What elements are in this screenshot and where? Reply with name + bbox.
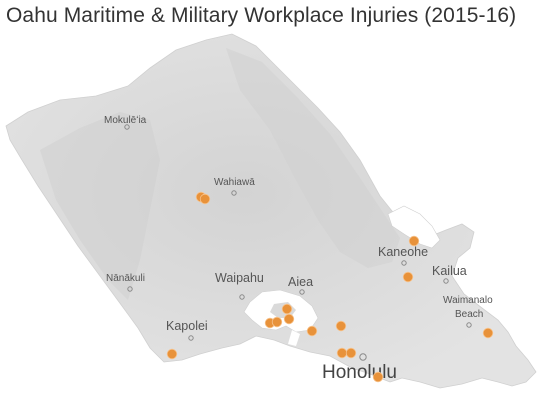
incident-marker[interactable] [483,328,493,338]
incident-marker[interactable] [272,317,282,327]
incident-marker[interactable] [346,348,356,358]
label-nanakuli: Nānākuli [106,273,145,284]
incident-marker[interactable] [336,321,346,331]
incident-marker[interactable] [373,372,383,382]
incident-marker[interactable] [337,348,347,358]
incident-marker[interactable] [284,314,294,324]
label-kapolei: Kapolei [166,319,208,333]
incident-marker[interactable] [167,349,177,359]
label-mokuleia: Mokulēʻia [104,114,147,126]
incident-marker[interactable] [200,194,210,204]
incident-marker[interactable] [409,236,419,246]
label-waimanalo-line1: Waimanalo [443,295,493,306]
incident-marker[interactable] [307,326,317,336]
incident-marker[interactable] [282,304,292,314]
label-kaneohe: Kaneohe [378,245,428,259]
label-waipahu: Waipahu [215,271,264,285]
label-kailua: Kailua [432,264,467,278]
label-waimanalo-line2: Beach [455,309,483,320]
incident-marker[interactable] [403,272,413,282]
label-honolulu: Honolulu [322,362,397,383]
label-aiea: Aiea [288,275,313,289]
label-wahiawa: Wahiawā [214,177,255,188]
